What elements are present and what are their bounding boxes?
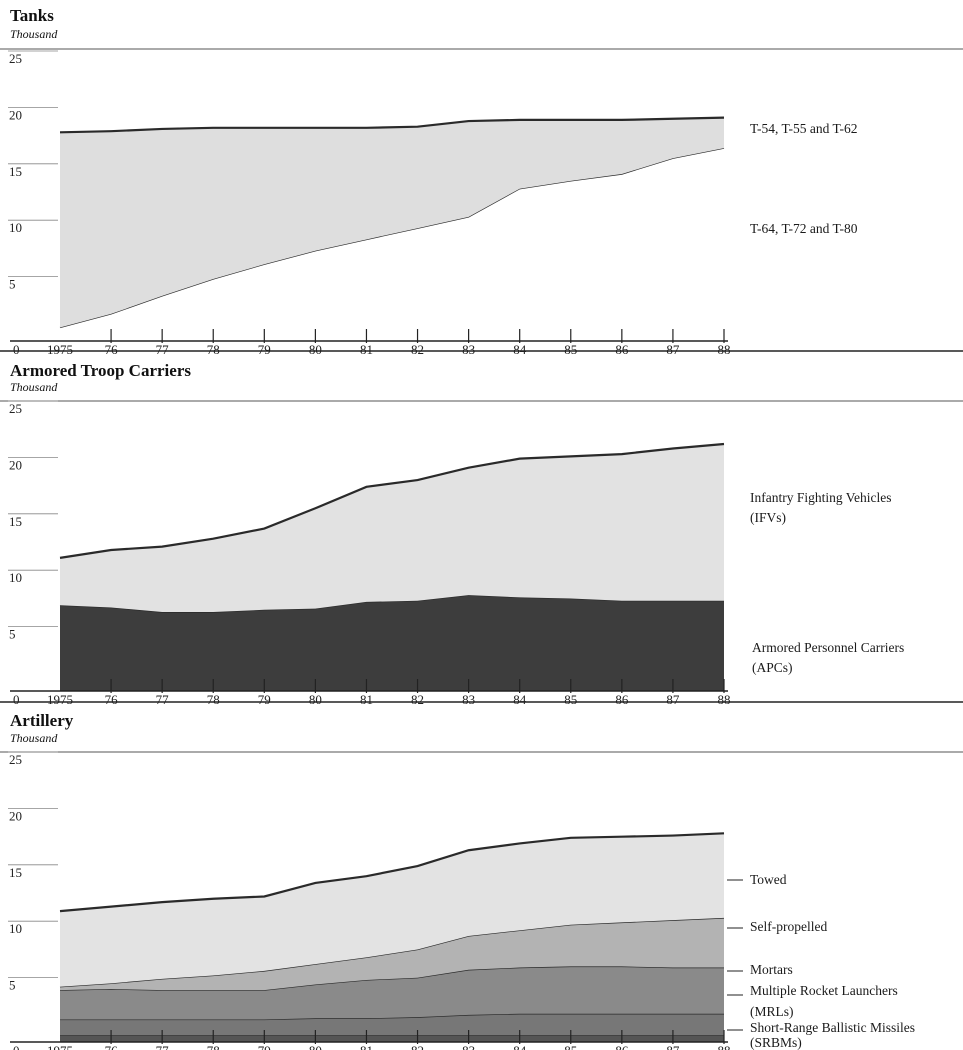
x-tick-label: 85 xyxy=(564,342,577,357)
area-series-3 xyxy=(60,966,724,1020)
x-tick-label: 82 xyxy=(411,692,424,707)
area-series-2 xyxy=(60,443,724,613)
x-tick-label: 88 xyxy=(718,1043,731,1050)
x-tick-label: 86 xyxy=(615,1043,629,1050)
x-tick-label: 87 xyxy=(666,692,680,707)
y-tick-label: 25 xyxy=(9,401,22,416)
panel-1: Tanks Thousand 25 20 15 10 5 1975 76 77 78 79 80 81 82… xyxy=(0,6,963,357)
x-tick-label: 77 xyxy=(156,1043,170,1050)
series-label: Infantry Fighting Vehicles xyxy=(750,490,891,505)
x-tick-label: 78 xyxy=(207,692,220,707)
area-series-1 xyxy=(60,595,724,691)
y-tick-label: 10 xyxy=(9,220,22,235)
x-tick-label: 76 xyxy=(105,342,119,357)
area-series-1 xyxy=(60,1035,724,1042)
series-boundary-line xyxy=(59,832,725,913)
x-tick-label: 78 xyxy=(207,342,220,357)
y-tick-label: 10 xyxy=(9,921,22,936)
y-tick-label: 0 xyxy=(13,692,20,707)
y-tick-label: 10 xyxy=(9,570,22,585)
x-tick-label: 82 xyxy=(411,1043,424,1050)
series-label: T-54, T-55 and T-62 xyxy=(750,121,858,136)
series-label: Towed xyxy=(750,872,787,887)
chart-title: Artillery xyxy=(10,711,74,730)
y-tick-label: 5 xyxy=(9,627,16,642)
series-label: T-64, T-72 and T-80 xyxy=(750,221,858,236)
series-label: (MRLs) xyxy=(750,1004,794,1019)
x-tick-label: 82 xyxy=(411,342,424,357)
x-tick-label: 84 xyxy=(513,692,527,707)
x-tick-label: 86 xyxy=(615,342,629,357)
x-tick-label: 86 xyxy=(615,692,629,707)
x-tick-label: 81 xyxy=(360,1043,373,1050)
y-tick-label: 5 xyxy=(9,277,16,292)
x-tick-label: 1975 xyxy=(47,1043,73,1050)
x-tick-label: 87 xyxy=(666,1043,680,1050)
series-label: Armored Personnel Carriers xyxy=(752,640,904,655)
x-tick-label: 81 xyxy=(360,692,373,707)
area-series-5 xyxy=(60,833,724,987)
y-tick-label: 0 xyxy=(13,1043,20,1050)
y-tick-label: 25 xyxy=(9,51,22,66)
y-tick-label: 0 xyxy=(13,342,20,357)
x-tick-label: 79 xyxy=(258,1043,271,1050)
x-tick-label: 85 xyxy=(564,692,577,707)
x-tick-label: 85 xyxy=(564,1043,577,1050)
x-tick-label: 79 xyxy=(258,342,271,357)
x-tick-label: 77 xyxy=(156,342,170,357)
series-label: Mortars xyxy=(750,962,793,977)
y-tick-label: 25 xyxy=(9,752,22,767)
series-boundary-line xyxy=(59,442,725,559)
series-label: (IFVs) xyxy=(750,510,786,525)
x-tick-label: 1975 xyxy=(47,342,73,357)
y-tick-label: 15 xyxy=(9,865,22,880)
series-label: Short-Range Ballistic Missiles xyxy=(750,1020,915,1035)
unit-label: Thousand xyxy=(10,27,58,41)
x-tick-label: 78 xyxy=(207,1043,220,1050)
x-tick-label: 83 xyxy=(462,1043,475,1050)
y-tick-label: 20 xyxy=(9,457,22,472)
x-tick-label: 76 xyxy=(105,1043,119,1050)
series-label: (APCs) xyxy=(752,660,793,675)
x-tick-label: 81 xyxy=(360,342,373,357)
x-tick-label: 76 xyxy=(105,692,119,707)
x-tick-label: 84 xyxy=(513,342,527,357)
y-tick-label: 5 xyxy=(9,978,16,993)
y-tick-label: 15 xyxy=(9,514,22,529)
chart-title: Armored Troop Carriers xyxy=(10,361,191,380)
x-tick-label: 83 xyxy=(462,692,475,707)
area-series-1 xyxy=(60,148,724,341)
series-label: (SRBMs) xyxy=(750,1035,802,1050)
x-tick-label: 77 xyxy=(156,692,170,707)
series-label: Multiple Rocket Launchers xyxy=(750,983,898,998)
series-boundary-line xyxy=(59,116,725,134)
area-series-2 xyxy=(60,1013,724,1036)
unit-label: Thousand xyxy=(10,731,58,745)
x-tick-label: 87 xyxy=(666,342,680,357)
unit-label: Thousand xyxy=(10,380,58,394)
x-tick-label: 88 xyxy=(718,342,731,357)
y-tick-label: 20 xyxy=(9,808,22,823)
series-label: Self-propelled xyxy=(750,919,827,934)
y-tick-label: 20 xyxy=(9,107,22,122)
x-tick-label: 84 xyxy=(513,1043,527,1050)
x-tick-label: 88 xyxy=(718,692,731,707)
x-tick-label: 83 xyxy=(462,342,475,357)
chart-title: Tanks xyxy=(10,6,54,25)
x-tick-label: 80 xyxy=(309,342,322,357)
y-tick-label: 15 xyxy=(9,164,22,179)
x-tick-label: 1975 xyxy=(47,692,73,707)
x-tick-label: 79 xyxy=(258,692,271,707)
area-series-2 xyxy=(60,117,724,328)
x-tick-label: 80 xyxy=(309,692,322,707)
x-tick-label: 80 xyxy=(309,1043,322,1050)
